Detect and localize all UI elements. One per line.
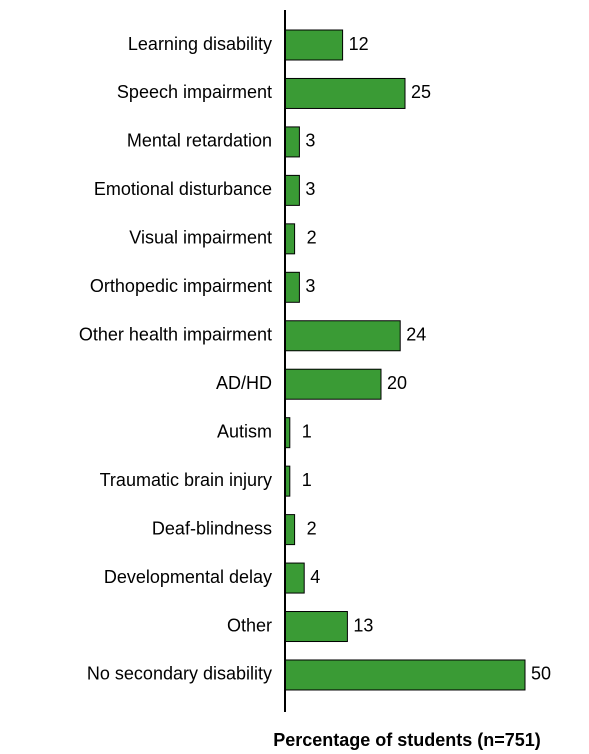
value-label: 12 bbox=[349, 34, 369, 54]
value-label: 3 bbox=[305, 276, 315, 296]
y-tick-label: Traumatic brain injury bbox=[100, 470, 272, 490]
bar bbox=[284, 659, 526, 691]
value-label: 2 bbox=[307, 518, 317, 538]
bar bbox=[284, 320, 401, 352]
y-tick-label: Speech impairment bbox=[117, 82, 272, 102]
x-axis-title: Percentage of students (n=751) bbox=[273, 730, 541, 750]
value-label: 1 bbox=[302, 421, 312, 441]
y-tick-label: No secondary disability bbox=[87, 664, 272, 684]
bar bbox=[284, 77, 406, 109]
value-label: 20 bbox=[387, 373, 407, 393]
value-label: 50 bbox=[531, 664, 551, 684]
bar bbox=[284, 126, 300, 158]
value-label: 1 bbox=[302, 470, 312, 490]
y-tick-label: Emotional disturbance bbox=[94, 179, 272, 199]
value-label: 13 bbox=[353, 615, 373, 635]
bar bbox=[284, 223, 296, 255]
y-tick-label: Orthopedic impairment bbox=[90, 276, 272, 296]
value-label: 3 bbox=[305, 179, 315, 199]
y-tick-label: Other health impairment bbox=[79, 325, 272, 345]
bar bbox=[284, 514, 296, 546]
bar bbox=[284, 368, 382, 400]
y-tick-label: AD/HD bbox=[216, 373, 272, 393]
y-tick-label: Developmental delay bbox=[104, 567, 272, 587]
value-label: 3 bbox=[305, 131, 315, 151]
bar bbox=[284, 562, 305, 594]
bar bbox=[284, 29, 344, 61]
y-tick-label: Learning disability bbox=[128, 34, 272, 54]
bar bbox=[284, 174, 300, 206]
y-tick-label: Visual impairment bbox=[129, 228, 272, 248]
value-label: 2 bbox=[307, 228, 317, 248]
value-label: 24 bbox=[406, 325, 426, 345]
y-tick-label: Autism bbox=[217, 421, 272, 441]
value-label: 4 bbox=[310, 567, 320, 587]
y-tick-label: Other bbox=[227, 615, 272, 635]
bar bbox=[284, 611, 348, 643]
bar bbox=[284, 271, 300, 303]
y-tick-label: Deaf-blindness bbox=[152, 518, 272, 538]
y-tick-label: Mental retardation bbox=[127, 131, 272, 151]
value-label: 25 bbox=[411, 82, 431, 102]
